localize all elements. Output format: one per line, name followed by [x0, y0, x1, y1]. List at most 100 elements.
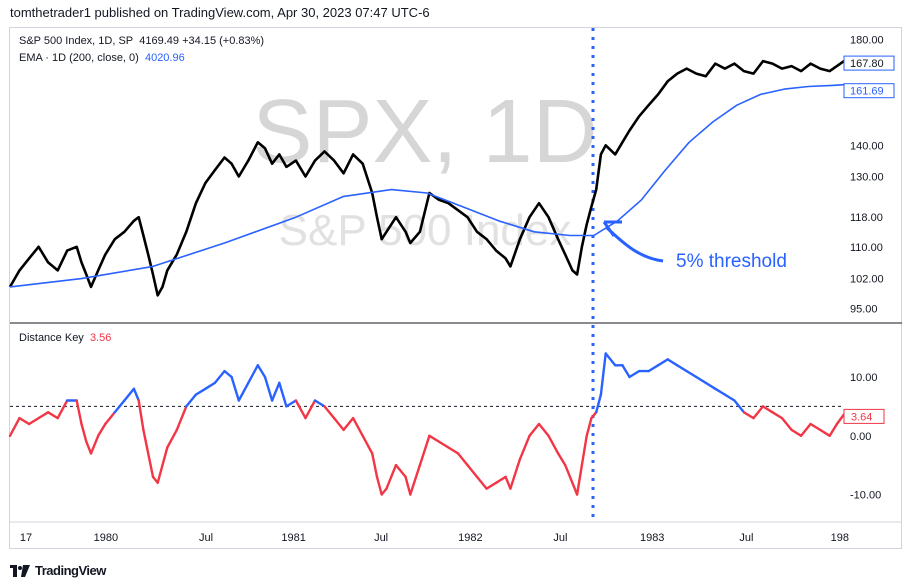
- annotation-arrow: [604, 225, 664, 263]
- distance-key-segment: [351, 416, 364, 437]
- distance-key-segment: [18, 416, 31, 426]
- distance-key-segment: [278, 381, 288, 408]
- distance-key-segment: [56, 399, 69, 420]
- tradingview-logo-icon: [10, 564, 30, 577]
- legend-ema-label: EMA · 1D (200, close, 0): [19, 52, 139, 64]
- distance-key-segment: [161, 446, 169, 467]
- distance-key-segment: [213, 369, 226, 385]
- legend-ema[interactable]: EMA · 1D (200, close, 0) 4020.96: [19, 52, 185, 64]
- chart-frame[interactable]: [9, 27, 902, 549]
- distance-key-segment: [595, 393, 603, 414]
- price-axis-tick-label: 110.00: [850, 242, 883, 254]
- distance-key-segment: [695, 375, 707, 385]
- distance-key-segment: [585, 416, 593, 437]
- dk-axis-value-box: [843, 408, 885, 424]
- distance-key-segment: [752, 405, 765, 420]
- distance-key-segment: [580, 434, 588, 467]
- price-axis-tick-label: 140.00: [850, 140, 884, 152]
- distance-key-segment: [332, 416, 345, 432]
- distance-key-segment: [113, 399, 126, 414]
- legend-main-label: S&P 500 Index, 1D, SP: [19, 35, 134, 47]
- distance-key-segment: [409, 463, 422, 496]
- distance-key-segment: [80, 422, 88, 443]
- distance-key-segment: [628, 369, 641, 379]
- distance-key-segment: [132, 387, 140, 402]
- annotation-text: 5% threshold: [676, 251, 787, 272]
- distance-key-segment: [547, 434, 560, 455]
- price-axis-last-price-label: 167.80: [850, 58, 884, 70]
- distance-key-segment: [256, 364, 267, 379]
- distance-key-segment: [37, 411, 50, 420]
- distance-key-segment: [564, 463, 574, 484]
- dk-axis-tick-label: -10.00: [850, 490, 881, 502]
- legend-main[interactable]: S&P 500 Index, 1D, SP 4169.49 +34.15 (+0…: [19, 35, 264, 47]
- price-axis-tick-label: 130.00: [850, 172, 884, 184]
- time-axis-tick-label: Jul: [553, 532, 567, 544]
- distance-key-segment: [46, 411, 59, 420]
- legend-ema-value: 4020.96: [144, 52, 185, 64]
- time-axis-tick-label: 1983: [640, 532, 664, 544]
- distance-key-segment: [323, 405, 336, 420]
- distance-key-segment: [89, 434, 100, 455]
- distance-key-segment: [733, 399, 746, 414]
- distance-key-segment: [27, 416, 40, 426]
- distance-key-segment: [475, 475, 488, 490]
- distance-key-segment: [466, 463, 479, 479]
- distance-key-segment: [428, 434, 441, 443]
- distance-key-segment: [404, 475, 412, 496]
- distance-key-segment: [223, 369, 233, 379]
- distance-key-segment: [590, 411, 598, 420]
- distance-key-segment: [394, 463, 407, 479]
- distance-key-pane: [8, 352, 846, 496]
- legend-main-value: 4169.49: [139, 35, 180, 47]
- distance-key-segment: [375, 475, 383, 496]
- distance-key-segment: [714, 387, 727, 396]
- price-pane: [8, 59, 845, 297]
- distance-key-segment: [185, 393, 198, 408]
- distance-key-segment: [761, 405, 774, 414]
- distance-key-segment: [194, 387, 207, 396]
- time-axis-tick-label: Jul: [199, 532, 213, 544]
- footer-brand[interactable]: TradingView: [10, 563, 106, 578]
- legend-distance-key[interactable]: Distance Key 3.56: [19, 332, 111, 344]
- distance-key-segment: [104, 411, 117, 426]
- distance-key-segment: [342, 416, 355, 432]
- distance-key-segment: [237, 381, 250, 402]
- distance-key-segment: [263, 375, 274, 402]
- distance-key-segment: [380, 487, 388, 496]
- distance-key-segment: [494, 475, 507, 484]
- distance-key-segment: [647, 364, 660, 373]
- distance-key-segment: [790, 428, 803, 437]
- distance-key-segment: [666, 358, 679, 367]
- dk-axis-tick-label: 0.00: [850, 431, 871, 443]
- time-axis-tick-label: Jul: [739, 532, 753, 544]
- distance-key-segment: [230, 375, 241, 402]
- distance-key-segment: [537, 422, 550, 437]
- distance-key-segment: [621, 364, 631, 379]
- distance-key-segment: [599, 352, 607, 396]
- distance-key-segment: [270, 381, 281, 402]
- distance-key-segment: [828, 422, 839, 437]
- distance-key-segment: [137, 399, 145, 432]
- distance-key-segment: [723, 393, 736, 402]
- distance-key-segment: [313, 399, 326, 408]
- ema-series-line[interactable]: [9, 83, 845, 288]
- distance-key-segment: [146, 452, 155, 479]
- distance-key-segment: [656, 358, 669, 367]
- distance-key-segment: [437, 440, 450, 449]
- distance-key-segment: [447, 446, 460, 455]
- distance-key-segment: [685, 369, 698, 379]
- distance-key-segment: [8, 416, 21, 437]
- price-axis-ema-label: 161.69: [850, 86, 884, 98]
- distance-key-segment: [294, 399, 307, 420]
- time-axis-tick-label: 1980: [94, 532, 118, 544]
- distance-key-segment: [371, 452, 379, 479]
- distance-key-segment: [85, 440, 93, 455]
- time-axis-tick-label: Jul: [374, 532, 388, 544]
- time-axis-tick-label: 17: [20, 532, 32, 544]
- distance-key-segment: [676, 364, 688, 373]
- distance-key-segment: [504, 475, 512, 490]
- price-series-line[interactable]: [8, 59, 845, 297]
- price-axis-value-box: [843, 83, 895, 99]
